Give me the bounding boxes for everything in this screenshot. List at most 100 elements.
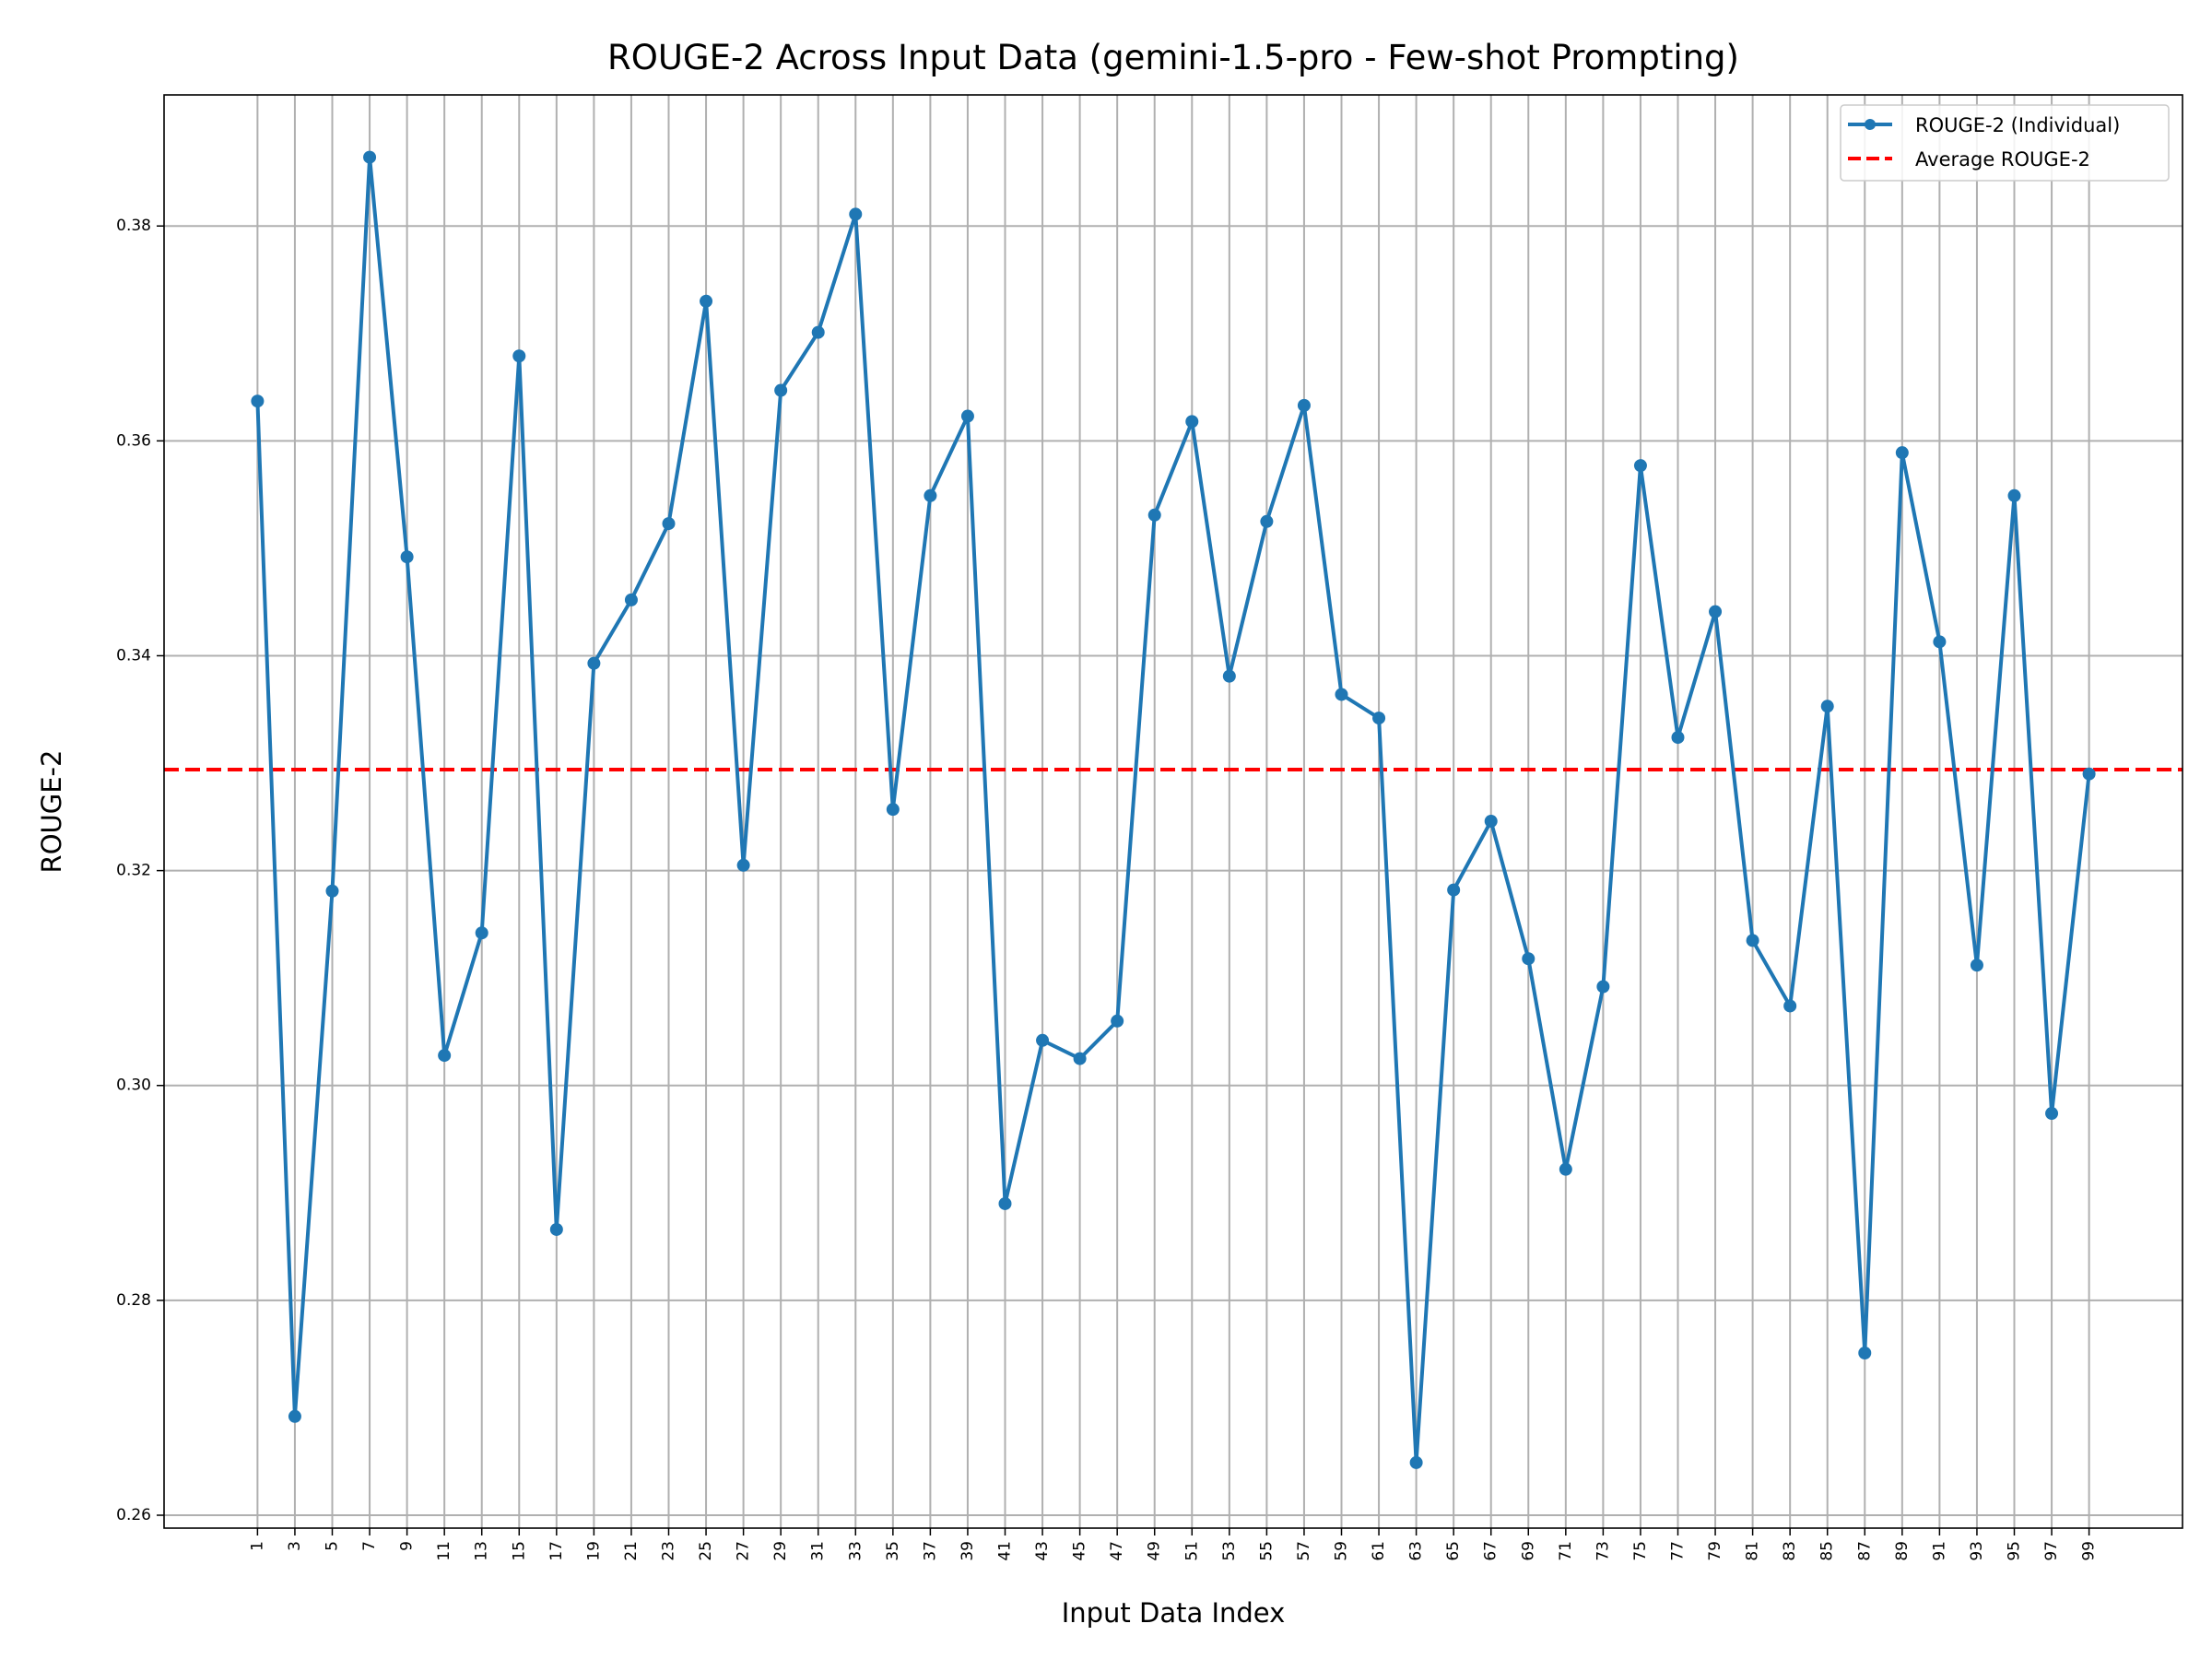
x-tick-label: 63 — [1407, 1541, 1426, 1561]
rouge2-data-point — [998, 1196, 1012, 1210]
chart-title: ROUGE-2 Across Input Data (gemini-1.5-pr… — [607, 38, 1739, 77]
rouge2-data-point — [1596, 980, 1610, 994]
rouge2-data-point — [1147, 508, 1161, 522]
x-tick-label: 45 — [1071, 1541, 1089, 1561]
rouge2-data-point — [700, 294, 713, 308]
rouge2-data-point — [1111, 1014, 1124, 1028]
x-tick-label: 87 — [1855, 1541, 1874, 1561]
x-tick-label: 33 — [846, 1541, 865, 1561]
rouge2-data-point — [400, 550, 414, 564]
rouge2-data-point — [1484, 814, 1498, 828]
x-tick-label: 41 — [996, 1541, 1015, 1561]
x-tick-label: 85 — [1818, 1541, 1837, 1561]
x-tick-label: 1 — [248, 1541, 266, 1551]
rouge2-data-point — [1709, 605, 1723, 618]
rouge2-data-point — [2007, 488, 2021, 502]
x-tick-label: 53 — [1220, 1541, 1239, 1561]
x-tick-label: 15 — [510, 1541, 528, 1561]
x-tick-label: 7 — [360, 1541, 379, 1551]
x-tick-label: 21 — [622, 1541, 641, 1561]
x-tick-label: 81 — [1744, 1541, 1762, 1561]
x-tick-label: 35 — [884, 1541, 902, 1561]
x-tick-label: 5 — [324, 1541, 342, 1551]
rouge2-data-point — [1858, 1346, 1872, 1359]
rouge2-data-point — [624, 593, 638, 606]
rouge2-data-point — [325, 884, 339, 898]
x-tick-label: 67 — [1482, 1541, 1500, 1561]
rouge2-data-point — [1073, 1052, 1087, 1065]
x-tick-label: 99 — [2080, 1541, 2099, 1561]
x-tick-label: 37 — [921, 1541, 939, 1561]
y-tick-label: 0.32 — [116, 862, 151, 880]
x-tick-label: 77 — [1669, 1541, 1688, 1561]
legend-label-average: Average ROUGE-2 — [1915, 148, 2090, 171]
y-tick-label: 0.34 — [116, 646, 151, 665]
x-axis-label: Input Data Index — [1062, 1597, 1286, 1629]
x-tick-label: 17 — [547, 1541, 566, 1561]
x-tick-label: 9 — [398, 1541, 417, 1551]
rouge2-data-point — [1222, 669, 1236, 683]
rouge2-data-point — [1522, 952, 1535, 966]
rouge2-data-point — [1633, 459, 1647, 473]
x-tick-label: 3 — [286, 1541, 304, 1551]
rouge2-data-point — [1746, 934, 1759, 947]
x-tick-label: 59 — [1333, 1541, 1351, 1561]
rouge2-data-point — [475, 926, 488, 940]
rouge2-data-point — [774, 383, 788, 397]
rouge2-data-point — [587, 656, 601, 670]
plot-frame — [163, 94, 2183, 1529]
rouge2-data-point — [1447, 883, 1461, 897]
x-tick-label: 23 — [660, 1541, 678, 1561]
x-tick-label: 29 — [771, 1541, 790, 1561]
rouge2-data-point — [1372, 712, 1386, 725]
rouge2-data-point — [1820, 700, 1834, 713]
x-tick-label: 51 — [1182, 1541, 1201, 1561]
rouge2-data-point — [1297, 398, 1311, 412]
rouge2-data-point — [662, 517, 676, 531]
grid — [164, 95, 2183, 1528]
y-tick-label: 0.36 — [116, 431, 151, 450]
x-tick-label: 47 — [1108, 1541, 1126, 1561]
y-axis-label: ROUGE-2 — [36, 750, 67, 874]
rouge2-data-point — [736, 858, 750, 872]
rouge2-data-point — [512, 349, 526, 363]
rouge2-data-point — [1895, 446, 1909, 460]
rouge2-data-point — [1185, 415, 1199, 429]
x-tick-label: 61 — [1370, 1541, 1388, 1561]
x-tick-label: 73 — [1594, 1541, 1612, 1561]
x-tick-label: 79 — [1706, 1541, 1724, 1561]
rouge2-data-point — [549, 1222, 563, 1236]
x-tick-label: 65 — [1444, 1541, 1463, 1561]
x-tick-label: 49 — [1146, 1541, 1164, 1561]
x-tick-label: 89 — [1893, 1541, 1912, 1561]
x-tick-label: 57 — [1295, 1541, 1313, 1561]
rouge2-data-point — [1933, 635, 1947, 649]
x-tick-label: 13 — [473, 1541, 491, 1561]
x-tick-label: 83 — [1781, 1541, 1799, 1561]
rouge2-data-point — [1671, 731, 1685, 745]
rouge2-data-point — [960, 409, 974, 423]
y-tick-label: 0.38 — [116, 217, 151, 235]
x-tick-label: 25 — [697, 1541, 715, 1561]
rouge2-data-point — [1335, 688, 1348, 701]
rouge2-data-point — [1260, 514, 1274, 528]
y-tick-label: 0.26 — [116, 1506, 151, 1524]
rouge2-data-point — [886, 803, 900, 817]
rouge2-data-point — [1970, 959, 1983, 972]
rouge2-data-point — [288, 1409, 301, 1423]
legend-label-individual: ROUGE-2 (Individual) — [1915, 114, 2120, 136]
x-tick-label: 97 — [2042, 1541, 2061, 1561]
rouge2-data-point — [1783, 999, 1797, 1013]
y-tick-label: 0.28 — [116, 1291, 151, 1310]
x-tick-label: 43 — [1033, 1541, 1052, 1561]
rouge2-data-point — [2045, 1107, 2059, 1121]
legend: ROUGE-2 (Individual) Average ROUGE-2 — [1840, 104, 2170, 182]
rouge2-data-point — [2082, 767, 2096, 781]
series-layer — [251, 150, 2096, 1469]
x-tick-label: 11 — [435, 1541, 453, 1561]
rouge2-data-point — [363, 150, 377, 164]
rouge2-data-point — [438, 1049, 452, 1063]
y-tick-label: 0.30 — [116, 1077, 151, 1095]
